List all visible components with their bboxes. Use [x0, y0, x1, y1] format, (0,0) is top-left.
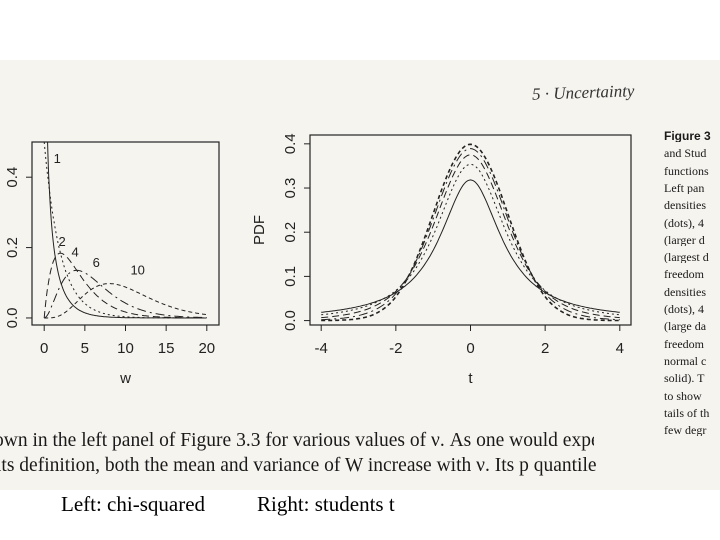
y-tick-label: 0.0: [282, 310, 299, 331]
series-label-4: 4: [71, 244, 78, 259]
side-caption-line: densities: [664, 285, 706, 298]
side-caption-line: (dots), 4: [664, 303, 704, 316]
series-label-1: 1: [54, 151, 61, 166]
series-label-2: 2: [58, 234, 65, 249]
side-caption-line: (larger d: [664, 233, 705, 247]
plot-frame: [309, 134, 632, 326]
series-line-df-normal: [321, 143, 620, 322]
x-tick-label: 2: [541, 340, 549, 357]
side-caption-line: to show: [664, 389, 702, 402]
series-label-10: 10: [130, 263, 144, 278]
x-tick-label: 5: [81, 340, 89, 357]
side-caption-line: (largest d: [664, 251, 709, 264]
x-tick-label: 4: [616, 340, 624, 357]
series-line-df-10: [321, 148, 620, 321]
x-tick-label: 10: [117, 340, 134, 357]
side-caption-line: freedom: [664, 337, 704, 350]
series-line-df-4: [43, 252, 207, 319]
y-tick-label: 0.0: [4, 308, 21, 329]
series-line-df-1: [321, 179, 620, 313]
side-caption-line: Left pan: [664, 181, 705, 195]
side-caption-line: normal c: [664, 354, 707, 368]
side-caption-line: densities: [664, 199, 706, 212]
y-tick-label: 0.1: [282, 266, 299, 287]
scanned-page: [0, 60, 720, 490]
x-tick-label: -4: [315, 340, 328, 357]
side-caption-line: (large da: [664, 320, 707, 333]
y-tick-label: 0.2: [4, 237, 21, 258]
series-line-df-2: [321, 163, 620, 316]
series-label-6: 6: [93, 255, 100, 270]
side-caption-line: few degr: [664, 424, 707, 437]
side-caption-line: solid). T: [664, 372, 705, 385]
y-tick-label: 0.2: [282, 222, 299, 243]
x-tick-label: 0: [40, 340, 48, 357]
x-axis-label: w: [119, 370, 131, 387]
side-caption-line: functions: [664, 164, 709, 177]
y-tick-label: 0.3: [282, 178, 299, 199]
x-tick-label: 20: [198, 340, 215, 357]
y-tick-label: 0.4: [282, 133, 299, 154]
body-text-line-2: its definition, both the mean and varian…: [0, 455, 596, 476]
series-line-df-2: [43, 142, 207, 319]
side-caption-line: (dots), 4: [664, 216, 704, 229]
side-caption-line: freedom: [664, 268, 704, 281]
side-caption-line: and Stud: [664, 147, 707, 160]
footer-right-caption: Right: students t: [257, 492, 395, 516]
x-tick-label: 15: [158, 340, 175, 357]
x-tick-label: 0: [466, 340, 474, 357]
series-line-df-4: [321, 154, 620, 319]
side-caption-line: Figure 3: [664, 130, 711, 143]
y-axis-label: PDF: [251, 215, 268, 245]
series-line-df-6: [44, 269, 207, 319]
body-text-line-1: own in the left panel of Figure 3.3 for …: [0, 430, 594, 451]
side-caption-line: tails of th: [664, 406, 710, 420]
x-tick-label: -2: [389, 340, 402, 357]
series-line-df-10: [44, 283, 207, 319]
footer-left-caption: Left: chi-squared: [61, 492, 206, 516]
x-axis-label: t: [468, 370, 473, 387]
y-tick-label: 0.4: [4, 167, 21, 188]
